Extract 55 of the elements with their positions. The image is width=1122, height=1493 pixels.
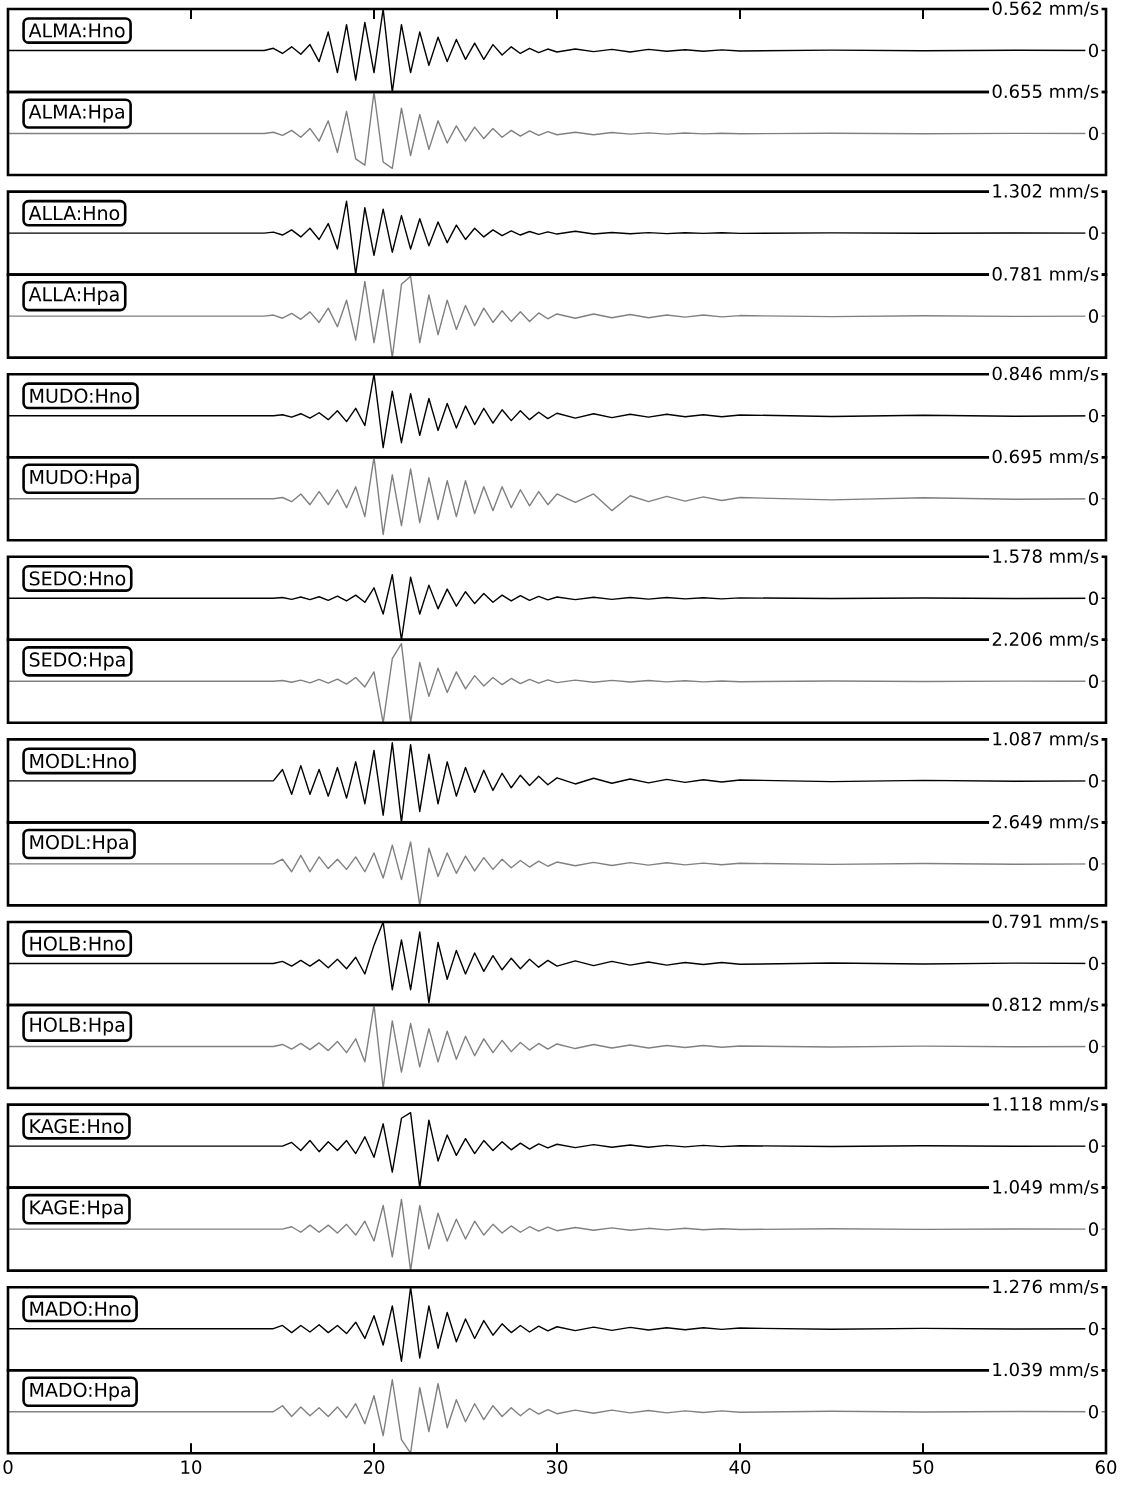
y-tick-label: 1.302 mm/s — [993, 184, 1099, 200]
y-tick-label: 1.276 mm/s — [993, 1279, 1099, 1295]
x-tick-label: 50 — [912, 1460, 934, 1474]
text: ALMA:Hno — [28, 23, 125, 38]
y-tick-label: 1.578 mm/s — [993, 549, 1099, 565]
y-tick-label: 0.791 mm/s — [992, 914, 1099, 930]
y-tick-label: 0.655 mm/s — [992, 84, 1099, 100]
y-tick-label: 0 — [1088, 43, 1099, 58]
text: MODL:Hpa — [30, 834, 128, 854]
y-tick-label: 0 — [1088, 1139, 1099, 1153]
y-tick-label: 0.562 mm/s — [992, 1, 1099, 17]
y-tick-label: 0 — [1088, 408, 1099, 423]
y-tick-label: 1.039 mm/s — [993, 1362, 1099, 1378]
text: KAGE:Hno — [30, 1118, 124, 1134]
y-tick-label: 0 — [1088, 956, 1099, 971]
y-tick-label: 0.846 mm/s — [992, 366, 1099, 382]
x-tick-label: 60 — [1095, 1460, 1117, 1474]
text: KAGE:Hpa — [30, 1200, 123, 1219]
y-tick-label: 1.118 mm/s — [993, 1097, 1099, 1113]
text: ALLA:Hno — [28, 206, 120, 221]
y-tick-label: 0.812 mm/s — [992, 997, 1099, 1013]
text: SEDO:Hpa — [29, 652, 125, 671]
y-tick-label: 0.781 mm/s — [992, 267, 1099, 283]
x-tick-label: 20 — [363, 1460, 385, 1474]
y-tick-label: 0 — [1088, 1039, 1099, 1054]
y-tick-label: 0 — [1088, 1404, 1098, 1419]
y-tick-label: 1.049 mm/s — [993, 1180, 1099, 1196]
y-tick-label: 0.695 mm/s — [992, 449, 1099, 465]
y-tick-label: 0 — [1088, 1222, 1099, 1236]
y-tick-label: 0 — [1088, 226, 1099, 240]
y-tick-label: 2.206 mm/s — [992, 632, 1099, 648]
y-tick-label: 0 — [1088, 1321, 1099, 1336]
text: MADO:Hpa — [30, 1382, 130, 1401]
y-tick-label: 0 — [1088, 857, 1099, 871]
x-tick-label: 10 — [181, 1460, 202, 1474]
y-tick-label: 0 — [1088, 774, 1099, 788]
text: MUDO:Hpa — [30, 469, 131, 488]
text: HOLB:Hpa — [30, 1017, 125, 1036]
y-tick-label: 2.649 mm/s — [992, 814, 1099, 830]
text: MADO:Hno — [30, 1301, 131, 1316]
text: ALMA:Hpa — [28, 104, 124, 123]
text: MUDO:Hno — [30, 388, 132, 403]
x-tick-label: 0 — [3, 1460, 13, 1474]
text: ALLA:Hpa — [28, 287, 119, 306]
text: SEDO:Hno — [29, 571, 126, 586]
text: MODL:Hno — [30, 753, 129, 769]
y-tick-label: 0 — [1088, 591, 1099, 606]
y-tick-label: 0 — [1088, 126, 1099, 141]
y-tick-label: 0 — [1088, 309, 1099, 323]
x-tick-label: 30 — [546, 1460, 568, 1474]
y-tick-label: 0 — [1088, 491, 1099, 506]
text: HOLB:Hno — [30, 936, 125, 951]
y-tick-label: 0 — [1088, 674, 1099, 689]
x-tick-label: 40 — [729, 1460, 751, 1474]
y-tick-label: 1.087 mm/s — [993, 731, 1099, 747]
